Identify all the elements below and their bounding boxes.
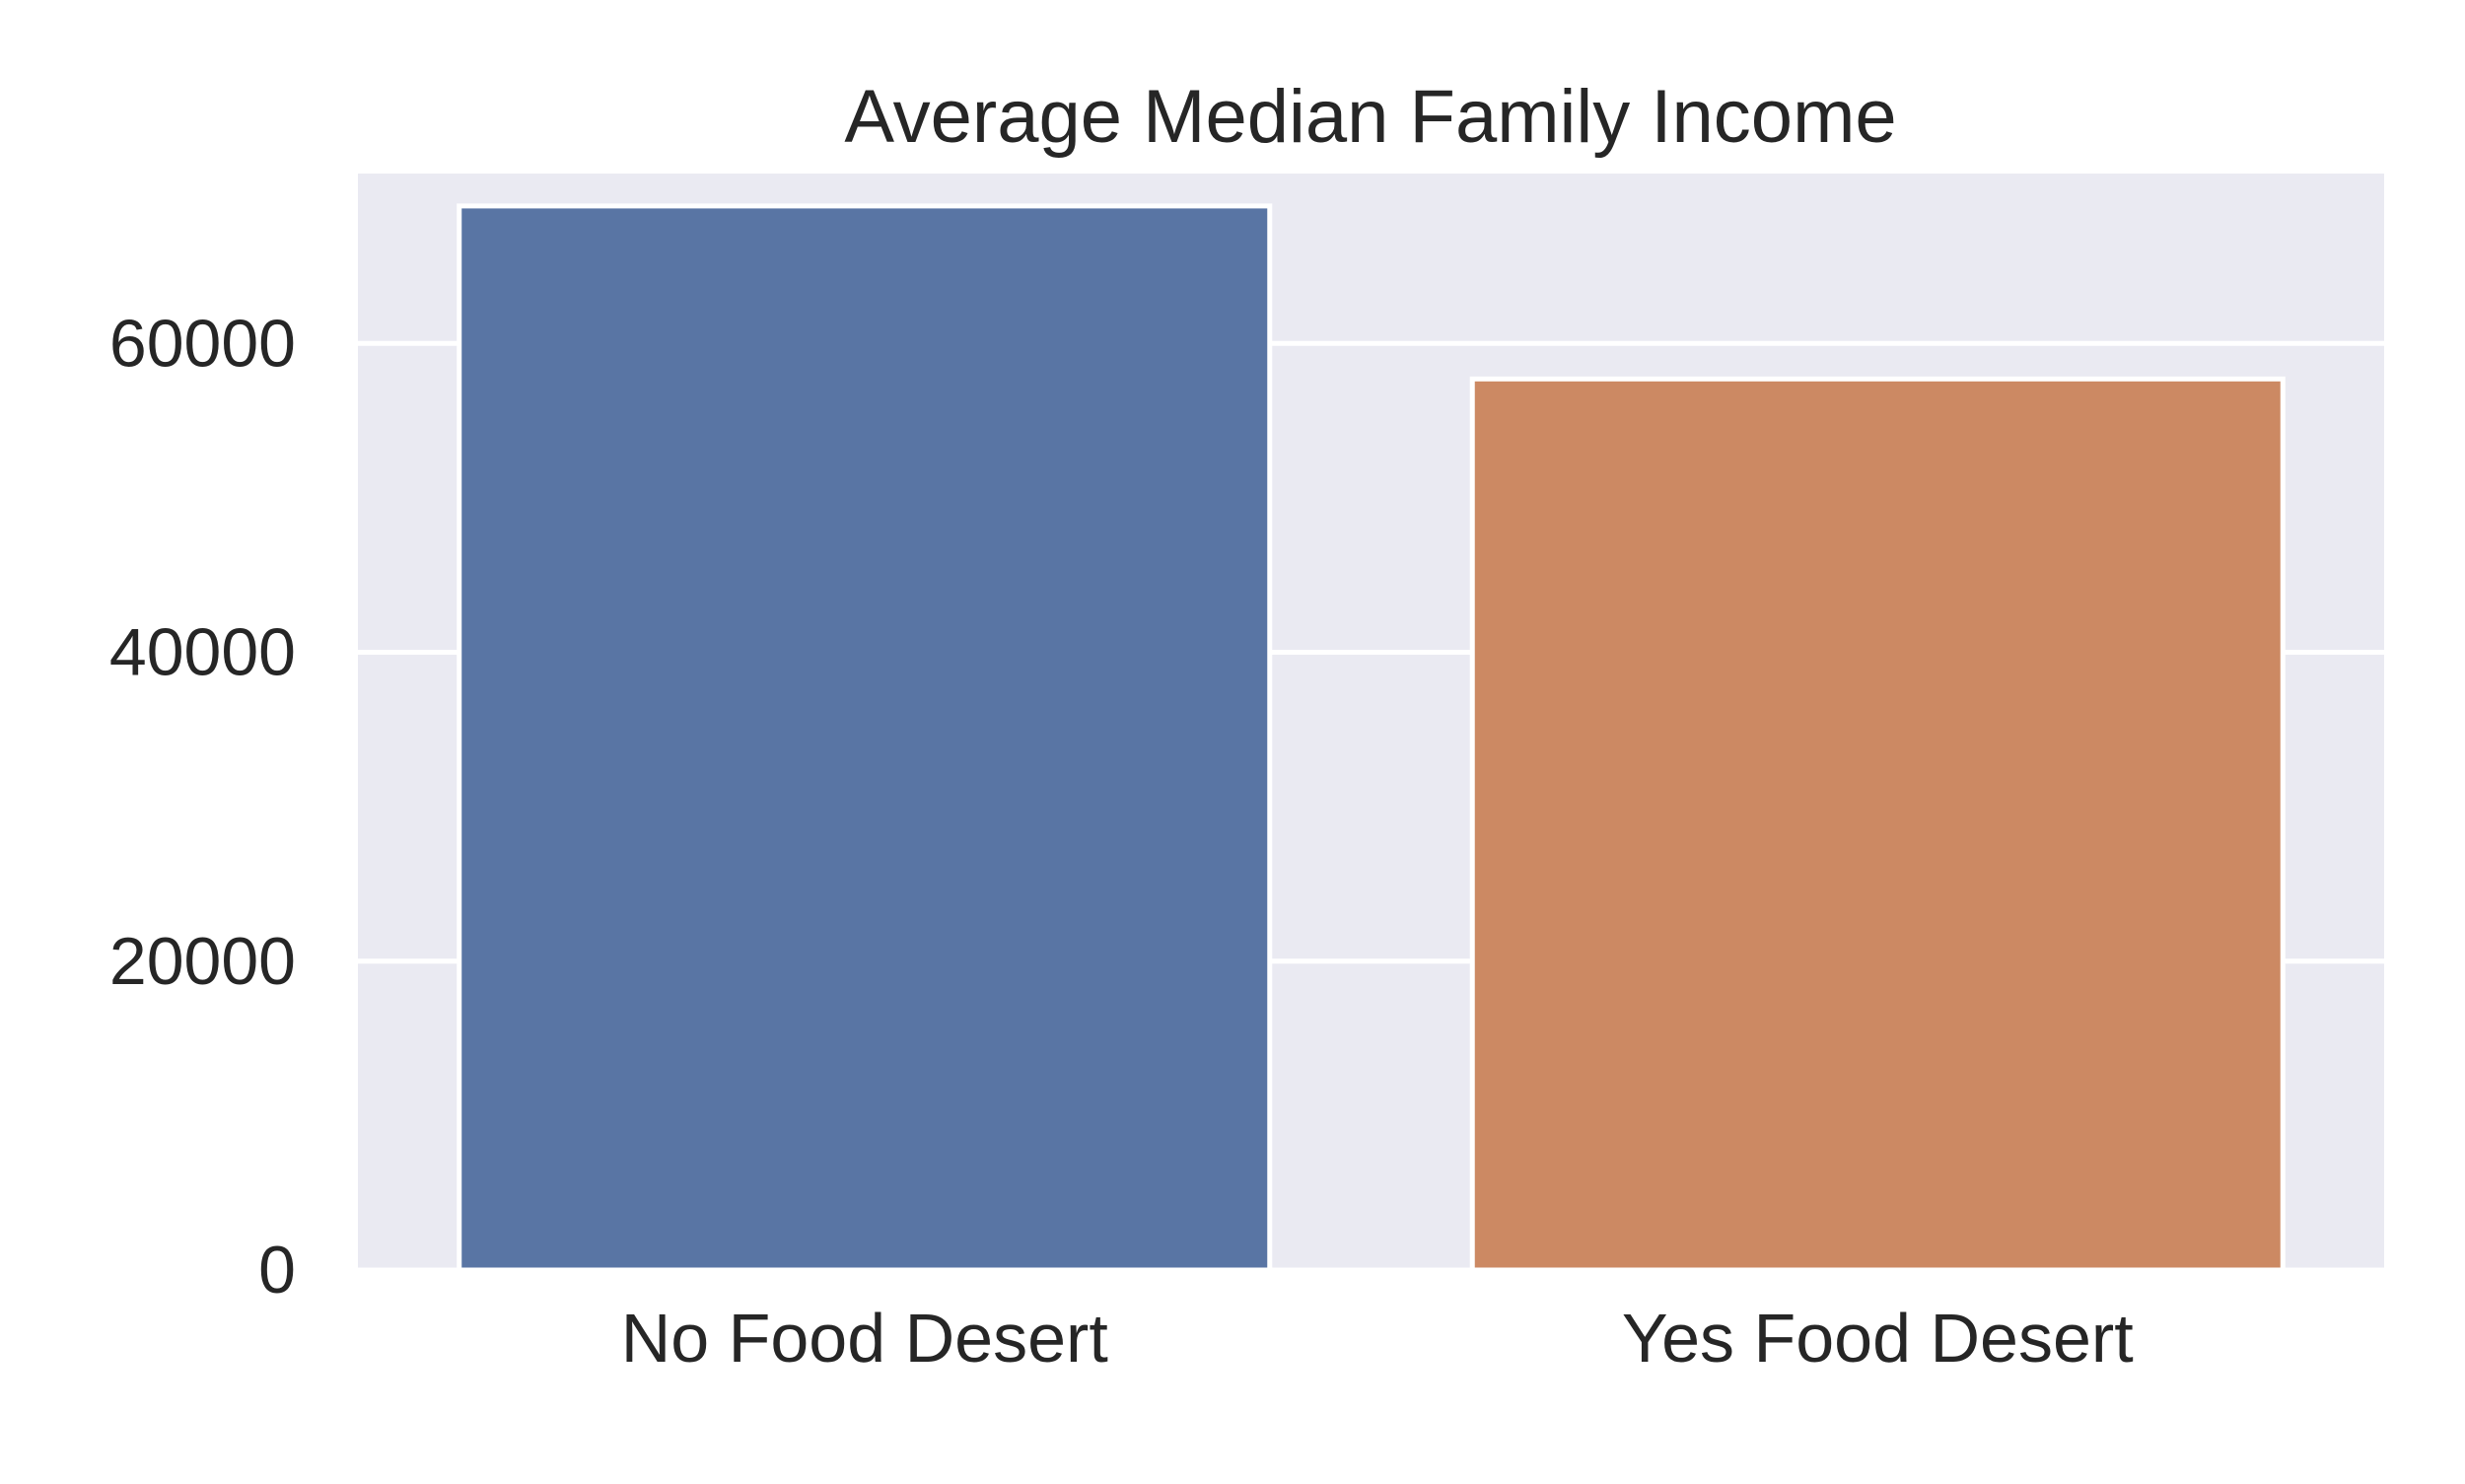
y-tick-label-1: 20000	[109, 924, 296, 999]
y-tick-label-2: 40000	[109, 615, 296, 690]
y-tick-label-3: 60000	[109, 306, 296, 381]
bar-no-food-desert	[457, 203, 1273, 1273]
chart-title: Average Median Family Income	[844, 75, 1896, 159]
y-axis-tick-labels: 0 20000 40000 60000	[109, 306, 296, 1307]
x-tick-label-1: Yes Food Desert	[1622, 1300, 2134, 1377]
x-tick-label-0: No Food Desert	[621, 1300, 1108, 1377]
bar-yes-food-desert	[1469, 376, 2286, 1273]
bars	[457, 203, 2286, 1273]
x-axis-tick-labels: No Food Desert Yes Food Desert	[621, 1300, 2134, 1377]
y-tick-label-0: 0	[258, 1233, 296, 1307]
